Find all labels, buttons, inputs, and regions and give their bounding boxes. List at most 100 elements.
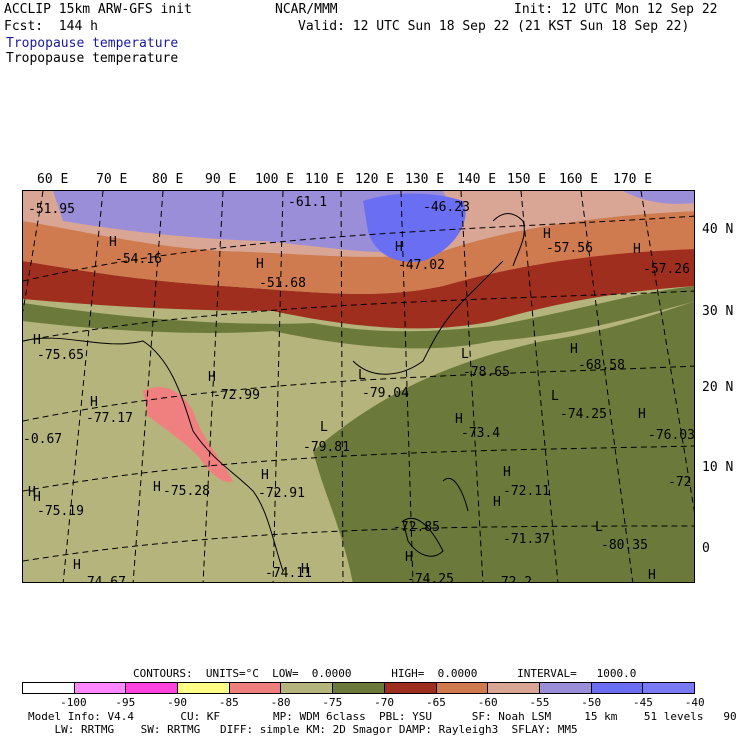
model-title: ACCLIP 15km ARW-GFS init — [4, 2, 192, 17]
color-bar-tick: -70 — [374, 696, 395, 709]
high-marker: H — [455, 412, 463, 427]
high-marker: H — [73, 558, 81, 573]
color-bin — [539, 683, 592, 693]
lon-label: 140 E — [457, 172, 497, 187]
dark-olive-region — [313, 301, 694, 582]
lon-label: 110 E — [305, 172, 345, 187]
value-label: -77.17 — [86, 411, 133, 426]
lon-label: 120 E — [355, 172, 395, 187]
value-label: -74.25 — [407, 572, 454, 583]
high-marker: H — [208, 370, 216, 385]
field-name-contour: Tropopause temperature — [6, 51, 179, 66]
high-marker: H — [28, 485, 36, 500]
value-label: -73.4 — [461, 426, 501, 441]
value-label: -54.16 — [115, 252, 162, 267]
model-info-line2: LW: RRTMG SW: RRTMG DIFF: simple KM: 2D … — [28, 723, 578, 736]
high-marker: H — [405, 550, 413, 565]
value-label: -75.65 — [37, 348, 84, 363]
blue-region — [363, 193, 466, 262]
color-bin — [643, 683, 694, 693]
value-label: -76.03 — [648, 428, 695, 443]
coastlines — [23, 213, 525, 572]
lat-label: 30 N — [702, 304, 734, 319]
color-bar-tick: -50 — [581, 696, 602, 709]
map-canvas — [23, 191, 694, 582]
lavender-region — [53, 191, 455, 253]
color-bar-tick: -90 — [167, 696, 187, 709]
value-label: -74.67 — [79, 575, 126, 583]
lat-label: 10 N — [702, 460, 734, 475]
value-label: -74.11 — [265, 566, 312, 581]
lon-label: 170 E — [613, 172, 653, 187]
value-label: -79.04 — [362, 386, 409, 401]
graticule — [23, 191, 694, 582]
high-marker: H — [301, 562, 309, 577]
color-bar-tick: -80 — [270, 696, 291, 709]
lon-label: 80 E — [152, 172, 184, 187]
value-label: -61.1 — [288, 195, 328, 210]
lat-label: 40 N — [702, 222, 734, 237]
high-marker: H — [90, 395, 98, 410]
value-label: -78.65 — [463, 365, 510, 380]
valid-time: Valid: 12 UTC Sun 18 Sep 22 (21 KST Sun … — [298, 19, 690, 34]
high-marker: H — [493, 495, 501, 510]
high-marker: H — [109, 235, 117, 250]
high-marker: H — [33, 490, 41, 505]
high-marker: H — [503, 465, 511, 480]
high-marker: H — [33, 333, 41, 348]
org-title: NCAR/MMM — [275, 2, 338, 17]
value-label: -72.91 — [258, 486, 305, 501]
high-marker: H — [153, 480, 161, 495]
color-bin — [23, 683, 75, 693]
value-label: -68.58 — [578, 358, 625, 373]
lat-label: 20 N — [702, 380, 734, 395]
color-bin — [488, 683, 540, 693]
high-marker: H — [633, 242, 641, 257]
tropopause-temperature-map: -51.95 -61.1 -46.23 H -54.16 H -47.02 H -51.68 H -… — [22, 190, 695, 583]
value-label: -72.2 — [493, 575, 533, 583]
value-label: -75.28 — [163, 484, 210, 499]
color-bar-tick: -65 — [425, 696, 446, 709]
salmon-patch — [143, 387, 233, 482]
color-bin — [74, 683, 127, 693]
value-label: -57.26 — [643, 262, 690, 277]
low-marker: L — [358, 368, 366, 383]
field-name-shaded: Tropopause temperature — [6, 36, 179, 51]
low-marker: L — [461, 347, 469, 362]
orange-band — [23, 211, 694, 294]
color-bar-tick: -100 — [60, 696, 87, 709]
value-label: -79.81 — [303, 440, 350, 455]
value-label: -72.85 — [393, 520, 440, 535]
lon-label: 90 E — [205, 172, 237, 187]
color-bar-tick: -55 — [529, 696, 550, 709]
color-bar-tick: -45 — [633, 696, 653, 709]
low-marker: L — [551, 389, 559, 404]
lon-label: 160 E — [559, 172, 599, 187]
value-label: -80.35 — [601, 538, 648, 553]
lon-label: 130 E — [405, 172, 445, 187]
lon-label: 100 E — [255, 172, 295, 187]
color-bin — [436, 683, 489, 693]
color-bar-tick: -40 — [684, 696, 705, 709]
model-info-line1: Model Info: V4.4 CU: KF MP: WDM 6class P… — [28, 710, 740, 723]
high-marker: H — [261, 468, 269, 483]
high-marker: H — [638, 407, 646, 422]
low-marker: L — [595, 520, 603, 535]
high-marker: H — [543, 227, 551, 242]
value-label: -51.68 — [259, 276, 306, 291]
color-bin — [126, 683, 179, 693]
color-bin — [591, 683, 644, 693]
dark-olive-strip — [23, 286, 694, 349]
high-marker: H — [570, 342, 578, 357]
color-bar-tick: -85 — [218, 696, 239, 709]
value-label: -74.25 — [560, 407, 607, 422]
color-bin — [384, 683, 437, 693]
forecast-hour: Fcst: 144 h — [4, 19, 98, 34]
init-time: Init: 12 UTC Mon 12 Sep 22 — [514, 2, 718, 17]
color-bin — [333, 683, 385, 693]
low-marker: L — [320, 420, 328, 435]
value-label: -72.99 — [213, 388, 260, 403]
lon-label: 60 E — [37, 172, 69, 187]
color-bar — [22, 682, 695, 694]
value-label: -0.67 — [23, 432, 63, 447]
